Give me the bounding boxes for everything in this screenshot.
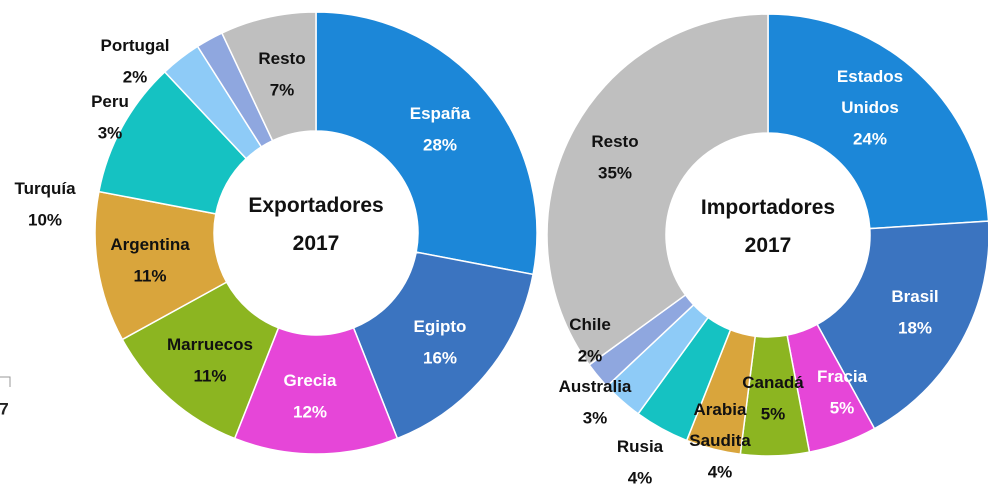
donut-slice bbox=[315, 11, 538, 276]
slice-value-label: 18% bbox=[898, 318, 932, 337]
slice-label: Fracia bbox=[817, 367, 868, 386]
donut-slice bbox=[816, 220, 988, 430]
slice-value-label: 24% bbox=[853, 129, 887, 148]
slice-label: Brasil bbox=[891, 287, 938, 306]
slice-label: Peru bbox=[91, 92, 129, 111]
slice-label: Argentina bbox=[110, 235, 190, 254]
slice-value-label: 4% bbox=[708, 462, 733, 481]
slice-label: España bbox=[410, 104, 471, 123]
slice-label: Chile bbox=[569, 315, 611, 334]
slice-label: Portugal bbox=[101, 36, 170, 55]
slice-value-label: 2% bbox=[578, 346, 603, 365]
slice-value-label: 35% bbox=[598, 163, 632, 182]
center-title: Exportadores 2017 bbox=[248, 194, 383, 255]
slice-label: Rusia bbox=[617, 437, 664, 456]
slice-label: Egipto bbox=[414, 317, 467, 336]
slice-value-label: 28% bbox=[423, 135, 457, 154]
slice-value-label: 12% bbox=[293, 402, 327, 421]
slice-value-label: 5% bbox=[830, 398, 855, 417]
slice-label: Turquía bbox=[14, 179, 76, 198]
slice-label: Australia bbox=[559, 377, 632, 396]
slice-label: Marruecos bbox=[167, 335, 253, 354]
slice-label: Estados Unidos bbox=[837, 67, 903, 117]
donut-slice bbox=[352, 251, 534, 440]
slice-value-label: 7% bbox=[270, 80, 295, 99]
slice-label: Grecia bbox=[284, 371, 337, 390]
slice-label: Resto bbox=[591, 132, 638, 151]
slice-value-label: 10% bbox=[28, 210, 62, 229]
corner-mark bbox=[0, 376, 11, 387]
slice-label: Resto bbox=[258, 49, 305, 68]
slice-value-label: 3% bbox=[98, 123, 123, 142]
slice-value-label: 5% bbox=[761, 404, 786, 423]
center-title: Importadores 2017 bbox=[701, 196, 835, 257]
donut-slice bbox=[546, 13, 769, 366]
slice-value-label: 2% bbox=[123, 67, 148, 86]
donut-slice bbox=[767, 13, 988, 230]
slice-value-label: 3% bbox=[583, 408, 608, 427]
fragment-text: 7 bbox=[0, 399, 9, 418]
slice-value-label: 11% bbox=[193, 366, 226, 385]
slice-label: Canadá bbox=[742, 373, 804, 392]
slice-value-label: 4% bbox=[628, 468, 653, 484]
slice-label: Arabia Saudita bbox=[689, 400, 751, 450]
slice-value-label: 16% bbox=[423, 348, 457, 367]
donut-slice bbox=[220, 11, 317, 142]
slice-value-label: 11% bbox=[133, 266, 166, 285]
